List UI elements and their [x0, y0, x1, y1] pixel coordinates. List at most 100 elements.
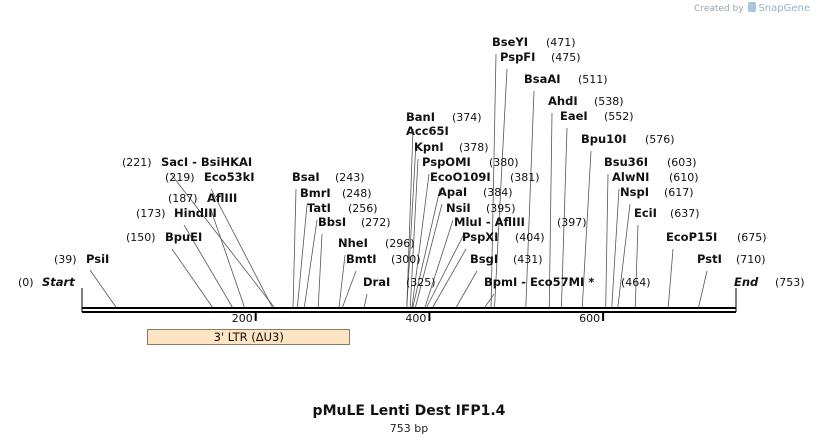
leader-line: [432, 248, 467, 308]
leader-line: [581, 150, 592, 308]
site-position: (243): [335, 171, 365, 184]
leader-line: [424, 219, 454, 308]
site-position: (610): [669, 171, 699, 184]
site-name: BsaAI: [524, 72, 561, 86]
site-name: PspXI: [462, 230, 498, 244]
site-position: (511): [578, 73, 608, 86]
site-name: EcoO109I: [430, 170, 491, 184]
site-position: (221): [122, 156, 152, 169]
leader-line: [406, 128, 414, 308]
leader-line: [667, 248, 674, 308]
site-name: BseYI: [492, 35, 528, 49]
site-leader-lines: [89, 53, 708, 308]
site-name: EciI: [634, 206, 657, 220]
site-name: Eco53kI: [204, 170, 255, 184]
site-position: (39): [54, 253, 77, 266]
leader-line: [455, 270, 478, 308]
site-position: (325): [406, 276, 436, 289]
leader-line: [634, 224, 639, 308]
leader-line: [292, 188, 297, 308]
site-position: (637): [670, 207, 700, 220]
leader-line: [611, 188, 620, 308]
feature-ltr: 3' LTR (ΔU3): [147, 329, 351, 345]
leader-line: [548, 112, 553, 308]
leader-line: [210, 188, 273, 308]
site-name: AflIII: [207, 191, 237, 205]
leader-line: [303, 219, 318, 308]
leader-line: [412, 188, 441, 308]
site-position: (272): [361, 216, 391, 229]
leader-line: [411, 173, 430, 308]
tick-label: 600: [579, 312, 600, 325]
site-name: Bpu10I: [581, 132, 626, 146]
site-position: (397): [557, 216, 587, 229]
snapgene-credit: Created by SnapGene: [694, 2, 810, 14]
leader-line: [525, 90, 535, 308]
leader-line: [409, 158, 419, 308]
leader-line: [426, 233, 465, 308]
leader-line: [605, 173, 609, 308]
site-position: (296): [385, 237, 415, 250]
leader-line: [210, 209, 245, 308]
leader-line: [561, 127, 568, 308]
site-name: NsiI: [446, 201, 471, 215]
site-position: (404): [515, 231, 545, 244]
site-name: BanI: [406, 110, 435, 124]
site-position: (552): [604, 110, 634, 123]
site-position: (187): [168, 192, 198, 205]
start-position: (0): [18, 276, 34, 289]
site-position: (675): [737, 231, 767, 244]
site-name: SacI - BsiHKAI: [161, 155, 252, 169]
site-position: (300): [391, 253, 421, 266]
leader-line: [363, 293, 368, 308]
leader-line: [494, 68, 508, 308]
site-position: (381): [510, 171, 540, 184]
site-position: (464): [621, 276, 651, 289]
site-position: (173): [136, 207, 166, 220]
leader-line: [171, 248, 213, 308]
snapgene-logo-icon: [748, 2, 757, 12]
leader-line: [89, 269, 117, 308]
site-name: BmtI: [346, 252, 377, 266]
map-title: pMuLE Lenti Dest IFP1.4: [312, 403, 506, 419]
site-name: HindIII: [174, 206, 217, 220]
leader-line: [490, 53, 497, 308]
leader-line: [415, 203, 443, 308]
leader-line: [342, 270, 357, 308]
site-name: AlwNI: [612, 170, 649, 184]
site-name: TatI: [307, 201, 331, 215]
map-subtitle: 753 bp: [389, 422, 429, 435]
start-label: Start: [42, 275, 75, 289]
leader-line: [317, 233, 323, 308]
leader-line: [170, 173, 275, 308]
site-name: Acc65I: [406, 124, 449, 138]
site-position: (256): [348, 202, 378, 215]
credit-brand: SnapGene: [758, 3, 810, 14]
tick-label: 200: [232, 312, 253, 325]
site-name: ApaI: [438, 185, 467, 199]
site-name: AhdI: [548, 94, 578, 108]
leader-line: [338, 254, 346, 308]
leader-line: [183, 224, 233, 308]
site-position: (380): [489, 156, 519, 169]
site-name: BmrI: [300, 186, 331, 200]
site-position: (475): [551, 51, 581, 64]
site-labels: PsiI (39) BpuEI (150) HindIII (173) AflIII (187…: [54, 35, 767, 289]
site-name: BbsI: [318, 215, 346, 229]
site-name: BpuEI: [165, 230, 202, 244]
site-name: BsaI: [292, 170, 320, 184]
site-position: (384): [483, 186, 513, 199]
site-position: (617): [664, 186, 694, 199]
site-position: (538): [594, 95, 624, 108]
axis-ticks: 200 400 600: [232, 312, 605, 325]
site-position: (603): [667, 156, 697, 169]
end-labels: (0) Start End (753): [18, 275, 805, 289]
site-name: KpnI: [414, 140, 444, 154]
site-name: EcoP15I: [666, 230, 717, 244]
site-name: PspFI: [500, 50, 535, 64]
leader-line: [484, 293, 495, 308]
site-name: PspOMI: [422, 155, 471, 169]
site-name: BpmI - Eco57MI *: [484, 275, 594, 289]
site-position: (710): [736, 253, 766, 266]
